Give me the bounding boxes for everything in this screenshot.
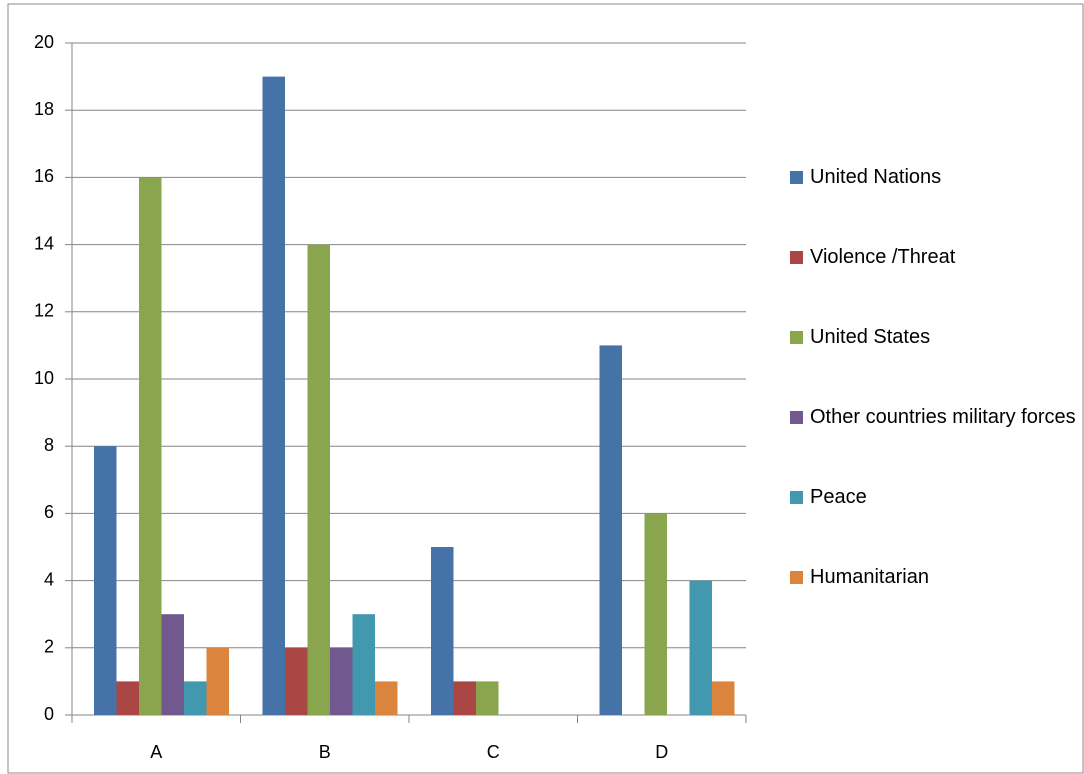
legend-item: Peace [790, 485, 1080, 509]
bar [206, 647, 229, 715]
bar [689, 580, 712, 715]
legend-label: United States [810, 326, 931, 348]
bar [712, 681, 735, 715]
legend-label: Violence /Threat [810, 246, 956, 268]
y-tick-label: 4 [44, 569, 54, 589]
legend-item: Humanitarian [790, 565, 1080, 589]
bar [599, 345, 622, 715]
bar [307, 244, 330, 715]
bar [330, 647, 353, 715]
bar [161, 614, 184, 715]
bar [184, 681, 207, 715]
y-tick-label: 8 [44, 435, 54, 455]
legend-swatch [790, 571, 803, 584]
bar [262, 76, 285, 716]
bar [453, 681, 476, 715]
legend-item: United Nations [790, 165, 1080, 189]
legend-label: Peace [810, 486, 867, 508]
bar [116, 681, 139, 715]
legend-label: Other countries military forces [810, 406, 1076, 428]
legend-swatch [790, 251, 803, 264]
bar [94, 446, 117, 715]
bar [352, 614, 375, 715]
legend-item: Violence /Threat [790, 245, 1080, 269]
x-tick-label: A [150, 742, 162, 762]
legend-swatch [790, 331, 803, 344]
y-tick-label: 20 [34, 32, 54, 52]
x-tick-label: B [319, 742, 331, 762]
y-tick-label: 0 [44, 704, 54, 724]
legend-swatch [790, 491, 803, 504]
y-tick-label: 12 [34, 301, 54, 321]
legend-item: United States [790, 325, 1080, 349]
bar [476, 681, 499, 715]
x-tick-label: C [487, 742, 500, 762]
y-tick-label: 6 [44, 502, 54, 522]
legend-item: Other countries military forces [790, 405, 1080, 429]
y-tick-label: 14 [34, 233, 54, 253]
y-tick-label: 16 [34, 166, 54, 186]
bar [139, 177, 162, 715]
y-tick-label: 2 [44, 637, 54, 657]
legend-label: Humanitarian [810, 566, 929, 588]
y-tick-label: 10 [34, 368, 54, 388]
legend-swatch [790, 411, 803, 424]
x-tick-label: D [655, 742, 668, 762]
chart-border [7, 3, 1084, 774]
y-tick-label: 18 [34, 99, 54, 119]
bar [644, 513, 667, 715]
bar [431, 547, 454, 715]
legend-swatch [790, 171, 803, 184]
bar [375, 681, 398, 715]
bar [285, 647, 308, 715]
legend-label: United Nations [810, 166, 942, 188]
